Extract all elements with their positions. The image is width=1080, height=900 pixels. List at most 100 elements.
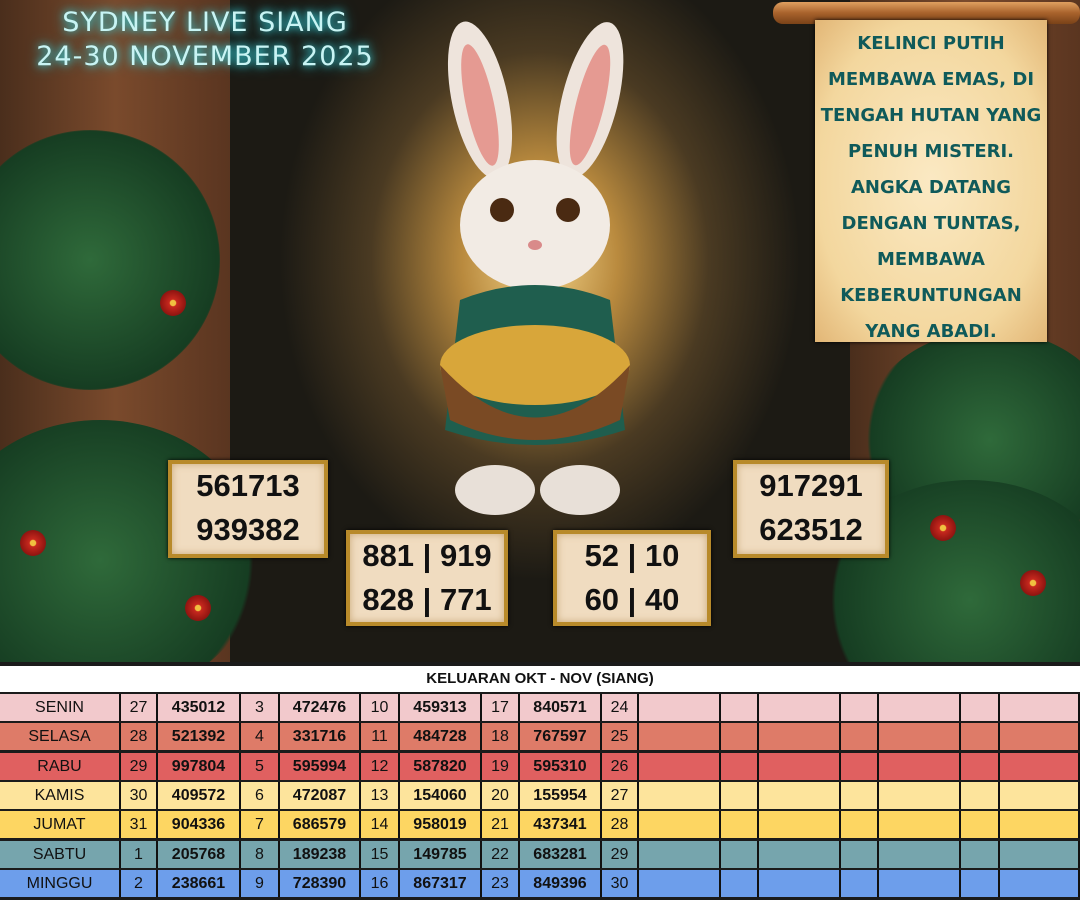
- scroll-line: ANGKA DATANG: [850, 177, 1012, 198]
- date-cell: [841, 723, 879, 751]
- date-cell: [961, 723, 1000, 751]
- panel-number: 60 | 40: [584, 582, 680, 617]
- result-cell: [879, 840, 961, 868]
- date-cell: 7: [241, 811, 280, 839]
- result-cell: 997804: [158, 752, 241, 780]
- date-cell: [961, 840, 1000, 868]
- result-cell: 767597: [520, 723, 602, 751]
- result-cell: 840571: [520, 694, 602, 721]
- date-cell: 8: [241, 840, 280, 868]
- result-cell: [879, 781, 961, 809]
- result-cell: 595994: [280, 752, 361, 780]
- date-cell: 20: [482, 781, 520, 809]
- scroll-line: PENUH MISTERI.: [847, 141, 1015, 162]
- result-cell: 849396: [520, 869, 602, 897]
- result-cell: [639, 811, 721, 839]
- date-cell: 10: [361, 694, 400, 721]
- date-cell: 6: [241, 781, 280, 809]
- flower: [930, 515, 956, 541]
- date-cell: [721, 869, 759, 897]
- result-cell: 435012: [158, 694, 241, 721]
- result-cell: 149785: [400, 840, 482, 868]
- table-row: SELASA 28 521392 4 331716 11 484728 18 767597 25: [0, 723, 1080, 751]
- results-table: KELUARAN OKT - NOV (SIANG) SENIN 27 435012…: [0, 662, 1080, 900]
- table-row: SENIN 27 435012 3 472476 10 459313 17 840571 24: [0, 694, 1080, 721]
- date-cell: 29: [121, 752, 158, 780]
- result-cell: 331716: [280, 723, 361, 751]
- date-cell: 21: [482, 811, 520, 839]
- date-cell: 25: [602, 723, 639, 751]
- date-cell: [721, 811, 759, 839]
- result-cell: 521392: [158, 723, 241, 751]
- number-panel-right: 917291 623512: [733, 460, 889, 558]
- date-cell: 1: [121, 840, 158, 868]
- scroll-line: YANG ABADI.: [865, 321, 997, 342]
- date-cell: [961, 752, 1000, 780]
- scroll-line: KELINCI PUTIH: [857, 33, 1005, 54]
- result-cell: 409572: [158, 781, 241, 809]
- result-cell: 595310: [520, 752, 602, 780]
- hero-illustration: SYDNEY LIVE SIANG 24-30 NOVEMBER 2025 KE…: [0, 0, 1080, 662]
- date-cell: [721, 781, 759, 809]
- flower: [185, 595, 211, 621]
- result-cell: [1000, 781, 1080, 809]
- date-cell: [721, 752, 759, 780]
- panel-number: 52 | 10: [584, 538, 680, 573]
- result-cell: [639, 723, 721, 751]
- result-cell: [879, 694, 961, 721]
- date-cell: [841, 869, 879, 897]
- result-cell: [759, 781, 841, 809]
- result-cell: [639, 869, 721, 897]
- result-cell: 683281: [520, 840, 602, 868]
- result-cell: 728390: [280, 869, 361, 897]
- day-label: MINGGU: [0, 869, 121, 897]
- flower: [160, 290, 186, 316]
- panel-number: 623512: [759, 512, 863, 547]
- panel-number: 917291: [759, 468, 863, 503]
- result-cell: 238661: [158, 869, 241, 897]
- result-cell: 154060: [400, 781, 482, 809]
- date-cell: 28: [121, 723, 158, 751]
- result-cell: [1000, 694, 1080, 721]
- scroll-line: MEMBAWA EMAS, DI: [827, 69, 1035, 90]
- result-cell: 437341: [520, 811, 602, 839]
- date-cell: 31: [121, 811, 158, 839]
- result-cell: 472087: [280, 781, 361, 809]
- date-cell: [961, 811, 1000, 839]
- date-cell: [841, 781, 879, 809]
- date-cell: 26: [602, 752, 639, 780]
- result-cell: [1000, 723, 1080, 751]
- number-panel-center-left: 881 | 919 828 | 771: [346, 530, 508, 626]
- scroll-line: DENGAN TUNTAS,: [841, 213, 1021, 234]
- date-cell: 9: [241, 869, 280, 897]
- day-label: RABU: [0, 752, 121, 780]
- panel-number: 939382: [196, 512, 300, 547]
- date-cell: 23: [482, 869, 520, 897]
- date-cell: [721, 840, 759, 868]
- result-cell: 459313: [400, 694, 482, 721]
- result-cell: [1000, 752, 1080, 780]
- date-cell: 15: [361, 840, 400, 868]
- result-cell: [879, 869, 961, 897]
- date-cell: 5: [241, 752, 280, 780]
- table-title: KELUARAN OKT - NOV (SIANG): [0, 666, 1080, 692]
- panel-number: 828 | 771: [362, 582, 492, 617]
- scroll-line: TENGAH HUTAN YANG: [820, 105, 1042, 126]
- date-cell: 3: [241, 694, 280, 721]
- result-cell: 686579: [280, 811, 361, 839]
- table-row: SABTU 1 205768 8 189238 15 149785 22 683281 29: [0, 840, 1080, 868]
- result-cell: 904336: [158, 811, 241, 839]
- result-cell: 867317: [400, 869, 482, 897]
- result-cell: [759, 694, 841, 721]
- date-cell: [841, 811, 879, 839]
- date-cell: 27: [121, 694, 158, 721]
- date-cell: 24: [602, 694, 639, 721]
- date-cell: 12: [361, 752, 400, 780]
- table-row: MINGGU 2 238661 9 728390 16 867317 23 849396 30: [0, 869, 1080, 897]
- day-label: KAMIS: [0, 781, 121, 809]
- rabbit-illustration: [440, 21, 630, 515]
- day-label: JUMAT: [0, 811, 121, 839]
- result-cell: [639, 840, 721, 868]
- result-cell: 587820: [400, 752, 482, 780]
- result-cell: [759, 840, 841, 868]
